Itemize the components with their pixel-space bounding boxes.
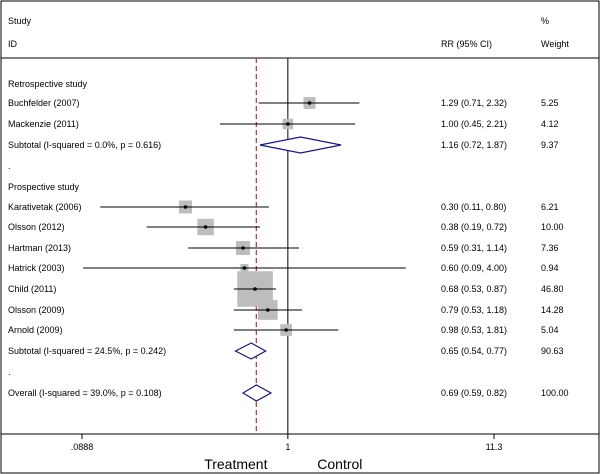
study-weight-text: 5.04 xyxy=(541,325,559,335)
point-estimate xyxy=(242,266,247,270)
study-weight-text: 5.25 xyxy=(541,98,559,108)
header-rr: RR (95% CI) xyxy=(441,39,492,49)
tick-label: 11.3 xyxy=(486,442,503,452)
point-estimate xyxy=(286,122,290,126)
header-percent: % xyxy=(541,16,549,26)
spacer-dot: . xyxy=(8,367,11,377)
point-estimate xyxy=(183,205,188,209)
study-label: Arnold (2009) xyxy=(8,325,63,335)
x-label-treatment: Treatment xyxy=(204,456,267,472)
subtotal-diamond xyxy=(259,136,342,154)
study-label: Olsson (2012) xyxy=(8,222,65,232)
study-weight-text: 46.80 xyxy=(541,284,564,294)
study-label: Hatrick (2003) xyxy=(8,263,65,273)
subtotal-diamond xyxy=(234,342,267,360)
overall-diamond xyxy=(241,384,273,402)
subtotal-rr-text: 0.65 (0.54, 0.77) xyxy=(441,346,507,356)
study-rr-text: 0.60 (0.09, 4.00) xyxy=(441,263,507,273)
subtotal-rr-text: 1.16 (0.72, 1.87) xyxy=(441,140,507,150)
study-rr-text: 1.00 (0.45, 2.21) xyxy=(441,119,507,129)
header-study: Study xyxy=(8,16,32,26)
table-rows: Retrospective study Buchfelder (2007) 1.29… xyxy=(8,79,569,398)
study-label: Karativetak (2006) xyxy=(8,202,82,212)
header-weight: Weight xyxy=(541,39,569,49)
point-estimate xyxy=(266,308,270,312)
table-header: Study ID RR (95% CI) % Weight xyxy=(8,16,569,49)
point-estimate xyxy=(241,246,245,250)
study-label: Child (2011) xyxy=(8,284,56,294)
study-rr-text: 0.98 (0.53, 1.81) xyxy=(441,325,507,335)
x-label-control: Control xyxy=(317,456,362,472)
subtotal-weight-text: 90.63 xyxy=(541,346,564,356)
group-label: Prospective study xyxy=(8,182,80,192)
point-estimate xyxy=(307,101,312,105)
study-weight-text: 4.12 xyxy=(541,119,559,129)
study-label: Buchfelder (2007) xyxy=(8,98,80,108)
study-label: Olsson (2009) xyxy=(8,305,65,315)
study-label: Mackenzie (2011) xyxy=(8,119,79,129)
subtotal-weight-text: 9.37 xyxy=(541,140,559,150)
overall-weight-text: 100.00 xyxy=(541,388,569,398)
point-estimate xyxy=(284,328,288,332)
tick-label: .0888 xyxy=(71,442,94,452)
study-label: Hartman (2013) xyxy=(8,243,71,253)
header-id: ID xyxy=(8,39,18,49)
study-rr-text: 1.29 (0.71, 2.32) xyxy=(441,98,507,108)
study-rr-text: 0.38 (0.19, 0.72) xyxy=(441,222,507,232)
x-axis: .0888 1 11.3 Treatment Control xyxy=(1,433,599,472)
study-weight-text: 10.00 xyxy=(541,222,564,232)
study-rr-text: 0.79 (0.53, 1.18) xyxy=(441,305,507,315)
study-weight-text: 14.28 xyxy=(541,305,564,315)
study-weight-text: 6.21 xyxy=(541,202,559,212)
spacer-dot: . xyxy=(8,161,11,171)
group-label: Retrospective study xyxy=(8,79,88,89)
study-weight-text: 7.36 xyxy=(541,243,559,253)
overall-rr-text: 0.69 (0.59, 0.82) xyxy=(441,388,507,398)
point-estimate xyxy=(253,287,257,291)
overall-label: Overall (I-squared = 39.0%, p = 0.108) xyxy=(8,388,162,398)
study-rr-text: 0.30 (0.11, 0.80) xyxy=(441,202,506,212)
study-rr-text: 0.59 (0.31, 1.14) xyxy=(441,243,507,253)
subtotal-label: Subtotal (I-squared = 0.0%, p = 0.616) xyxy=(8,140,161,150)
point-estimate xyxy=(203,225,208,229)
subtotal-label: Subtotal (I-squared = 24.5%, p = 0.242) xyxy=(8,346,166,356)
plot-marks xyxy=(83,58,406,434)
study-rr-text: 0.68 (0.53, 0.87) xyxy=(441,284,507,294)
study-weight-text: 0.94 xyxy=(541,263,559,273)
tick-label: 1 xyxy=(285,442,290,452)
